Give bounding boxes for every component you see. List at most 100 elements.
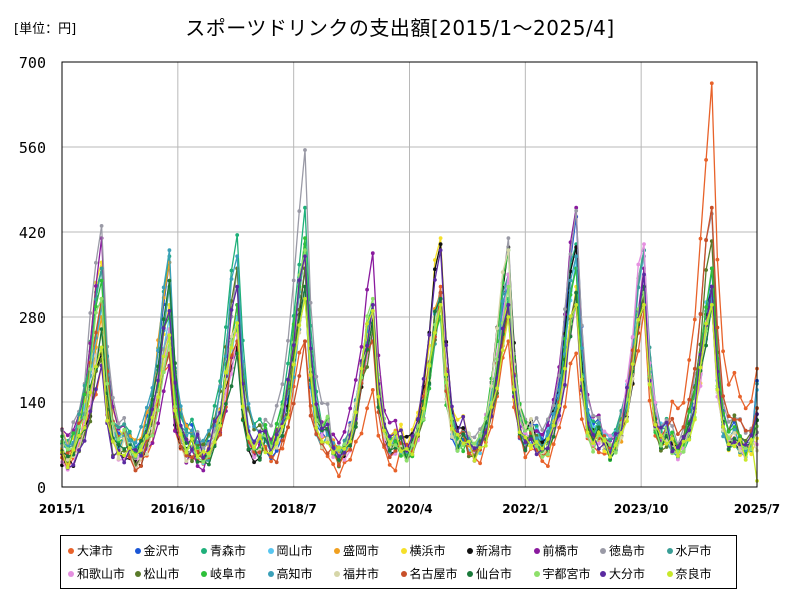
data-point	[320, 426, 324, 431]
data-point	[557, 413, 562, 418]
data-point	[466, 454, 471, 459]
data-point	[105, 418, 110, 423]
data-point	[596, 450, 601, 455]
data-point	[421, 406, 426, 411]
data-point	[246, 402, 251, 406]
data-point	[585, 408, 590, 413]
data-point	[235, 284, 240, 289]
data-point	[726, 442, 731, 447]
data-point	[178, 423, 183, 428]
data-point	[303, 148, 307, 152]
data-point	[314, 425, 319, 430]
legend-label: 岡山市	[276, 544, 313, 558]
data-point	[613, 443, 618, 447]
data-point	[229, 334, 234, 339]
data-point	[692, 366, 697, 371]
data-point	[111, 395, 115, 400]
data-point	[116, 456, 121, 461]
data-point	[150, 397, 155, 402]
data-point	[207, 451, 211, 456]
data-point	[297, 278, 302, 282]
data-point	[608, 438, 612, 442]
data-point	[286, 338, 290, 343]
data-point	[325, 436, 330, 441]
data-point	[563, 405, 567, 409]
data-point	[88, 367, 93, 372]
data-point	[195, 440, 200, 445]
data-point	[376, 394, 381, 399]
data-point	[568, 361, 573, 366]
data-point	[195, 460, 200, 464]
data-point	[642, 272, 646, 277]
data-point	[478, 451, 482, 456]
data-point	[342, 450, 347, 455]
legend-marker	[201, 547, 207, 554]
data-point	[286, 361, 290, 366]
data-point	[94, 310, 98, 315]
data-point	[201, 445, 206, 450]
data-point	[659, 425, 663, 430]
data-point	[596, 415, 601, 420]
data-point	[676, 454, 680, 458]
data-point	[557, 373, 562, 378]
data-point	[670, 430, 675, 435]
data-point	[670, 424, 675, 428]
data-point	[534, 416, 539, 420]
data-point	[715, 325, 720, 330]
legend-label: 岐阜市	[210, 567, 247, 581]
data-point	[387, 463, 392, 467]
data-point	[88, 341, 93, 346]
data-point	[715, 257, 720, 262]
data-point	[325, 414, 330, 419]
data-point	[450, 435, 454, 439]
series-line	[61, 298, 758, 481]
data-point	[370, 251, 375, 256]
data-point	[77, 412, 81, 417]
data-point	[472, 441, 477, 446]
data-point	[466, 439, 471, 444]
data-point	[218, 432, 223, 437]
data-point	[579, 377, 584, 382]
data-point	[144, 405, 149, 410]
data-point	[303, 205, 307, 210]
data-point	[229, 384, 234, 389]
data-point	[144, 433, 149, 438]
data-point	[88, 311, 93, 315]
data-point	[337, 458, 341, 462]
data-point	[619, 435, 624, 440]
data-point	[116, 451, 121, 456]
data-point	[438, 242, 443, 247]
data-point	[274, 421, 279, 426]
legend-item: 徳島市	[597, 539, 664, 562]
data-point	[557, 425, 562, 430]
y-tick-label: 140	[19, 394, 46, 412]
data-point	[359, 431, 364, 436]
data-point	[421, 417, 426, 421]
legend-marker	[267, 547, 274, 554]
data-point	[122, 416, 127, 420]
data-point	[252, 455, 256, 460]
data-point	[342, 446, 347, 451]
data-point	[676, 457, 680, 462]
data-point	[229, 277, 234, 281]
data-point	[704, 158, 708, 162]
data-point	[201, 438, 206, 443]
data-point	[99, 327, 104, 331]
data-point	[94, 304, 98, 309]
data-point	[495, 386, 499, 391]
series-line	[61, 249, 758, 469]
data-point	[738, 394, 742, 399]
data-point	[563, 366, 567, 371]
data-point	[353, 439, 358, 444]
data-point	[529, 417, 533, 421]
data-point	[732, 370, 737, 375]
data-point	[190, 447, 194, 452]
legend-marker	[134, 547, 141, 554]
legend-marker	[600, 547, 606, 554]
data-point	[602, 429, 607, 434]
data-point	[461, 432, 466, 436]
data-point	[240, 418, 245, 422]
data-point	[376, 433, 381, 438]
data-point	[568, 252, 573, 256]
data-point	[178, 444, 183, 449]
